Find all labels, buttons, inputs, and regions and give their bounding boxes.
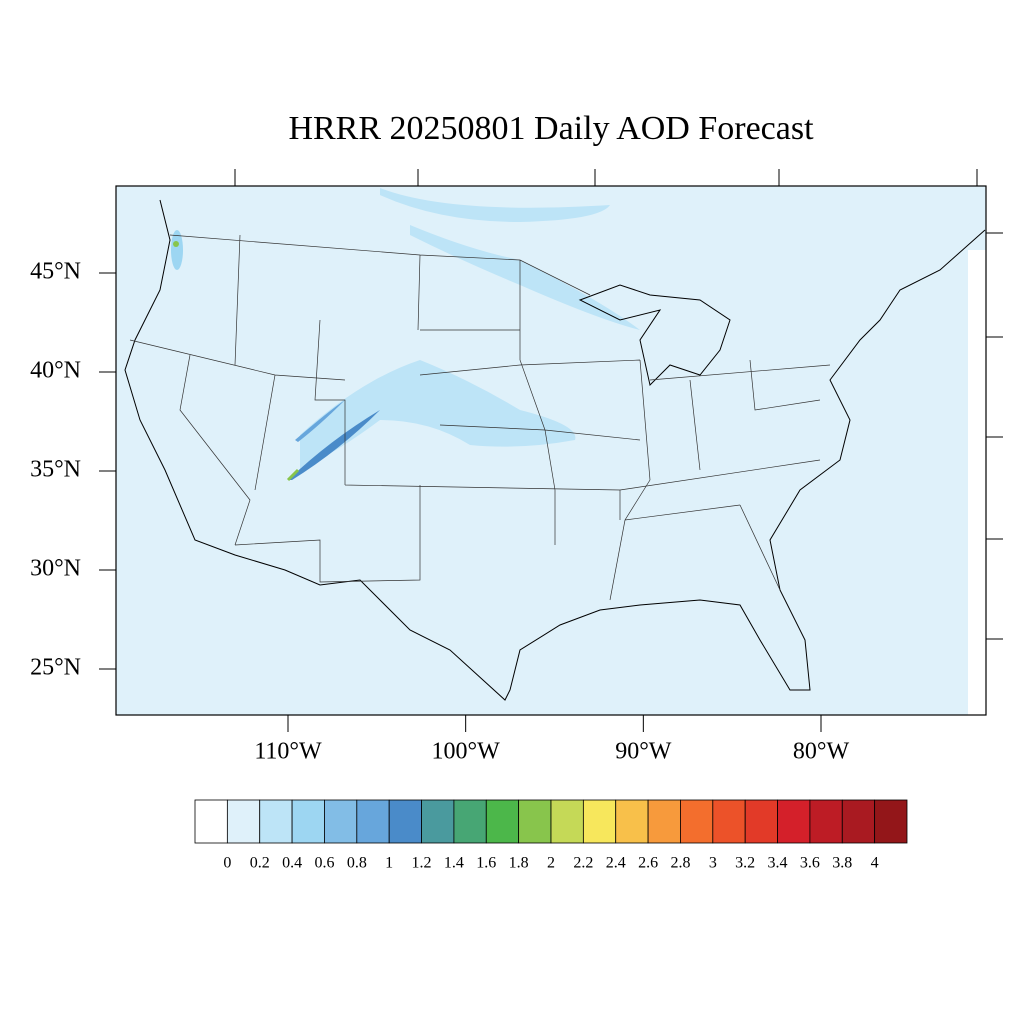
- colorbar: 0 0.2 0.4 0.6 0.8 1 1.2 1.4 1.6 1.8 2 2.2 2.4 2.6 2.8 3…: [194, 799, 908, 872]
- colorbar-label: 2.4: [606, 855, 626, 872]
- lat-tick-label: 25°N: [30, 655, 81, 681]
- colorbar-box: [324, 799, 358, 844]
- state-borders: [129, 234, 831, 601]
- axes: 45°N 40°N 35°N 30°N 25°N 110°W 100°W 90°W 80°W: [30, 259, 849, 765]
- colorbar-box: [874, 799, 908, 844]
- colorbar-box: [356, 799, 390, 844]
- colorbar-box: [680, 799, 714, 844]
- colorbar-box: [226, 799, 261, 844]
- map-frame: [115, 185, 987, 716]
- colorbar-box: [291, 799, 325, 844]
- colorbar-box: [582, 799, 617, 844]
- plume-core: [286, 468, 300, 482]
- colorbar-box: [550, 799, 584, 844]
- colorbar-label: 0.4: [282, 855, 302, 872]
- colorbar-label: 3.4: [768, 855, 788, 872]
- colorbar-box: [388, 799, 422, 844]
- map-title: HRRR 20250801 Daily AOD Forecast: [288, 110, 814, 147]
- colorbar-label: 2.2: [573, 855, 593, 872]
- colorbar-label: 0: [223, 855, 231, 872]
- lon-tick-label: 90°W: [615, 739, 672, 765]
- colorbar-box: [421, 799, 455, 844]
- colorbar-label: 3: [709, 855, 717, 872]
- lat-tick-label: 40°N: [30, 358, 81, 384]
- colorbar-box: [518, 799, 552, 844]
- colorbar-label: 0.6: [314, 855, 334, 872]
- colorbar-box: [194, 799, 228, 844]
- lat-tick-label: 35°N: [30, 457, 81, 483]
- colorbar-label: 2.6: [638, 855, 658, 872]
- colorbar-label: 0.2: [250, 855, 270, 872]
- colorbar-label: 3.6: [800, 855, 820, 872]
- colorbar-box: [712, 799, 746, 844]
- colorbar-label: 1.4: [444, 855, 464, 872]
- colorbar-label: 1: [385, 855, 393, 872]
- colorbar-box: [777, 799, 811, 844]
- lat-tick-label: 45°N: [30, 259, 81, 285]
- colorbar-label: 4: [871, 855, 879, 872]
- plume: [288, 410, 380, 480]
- colorbar-box: [615, 799, 649, 844]
- lat-tick-label: 30°N: [30, 556, 81, 582]
- colorbar-box: [453, 799, 487, 844]
- lon-tick-label: 80°W: [793, 739, 850, 765]
- colorbar-label: 3.8: [832, 855, 852, 872]
- plume-core: [173, 241, 179, 247]
- colorbar-label: 2: [547, 855, 555, 872]
- colorbar-box: [841, 799, 876, 844]
- colorbar-label: 1.2: [412, 855, 432, 872]
- colorbar-box: [744, 799, 778, 844]
- lon-tick-label: 100°W: [432, 739, 501, 765]
- plume: [171, 230, 183, 270]
- coastline: [124, 199, 986, 701]
- great-lakes: [578, 284, 731, 386]
- lon-tick-label: 110°W: [254, 739, 322, 765]
- colorbar-label: 1.8: [509, 855, 529, 872]
- map-panel: [115, 169, 1003, 716]
- colorbar-box: [259, 799, 293, 844]
- plume: [300, 360, 576, 470]
- plume: [380, 188, 610, 222]
- map-background: [116, 186, 986, 715]
- frame-ticks: [234, 169, 1003, 640]
- colorbar-box: [809, 799, 843, 844]
- colorbar-label: 0.8: [347, 855, 367, 872]
- domain-edge: [968, 250, 986, 715]
- colorbar-box: [647, 799, 681, 844]
- colorbar-box: [485, 799, 520, 844]
- colorbar-label: 2.8: [670, 855, 690, 872]
- plume: [295, 400, 345, 442]
- colorbar-label: 1.6: [476, 855, 496, 872]
- colorbar-label: 3.2: [735, 855, 755, 872]
- plume: [410, 225, 640, 330]
